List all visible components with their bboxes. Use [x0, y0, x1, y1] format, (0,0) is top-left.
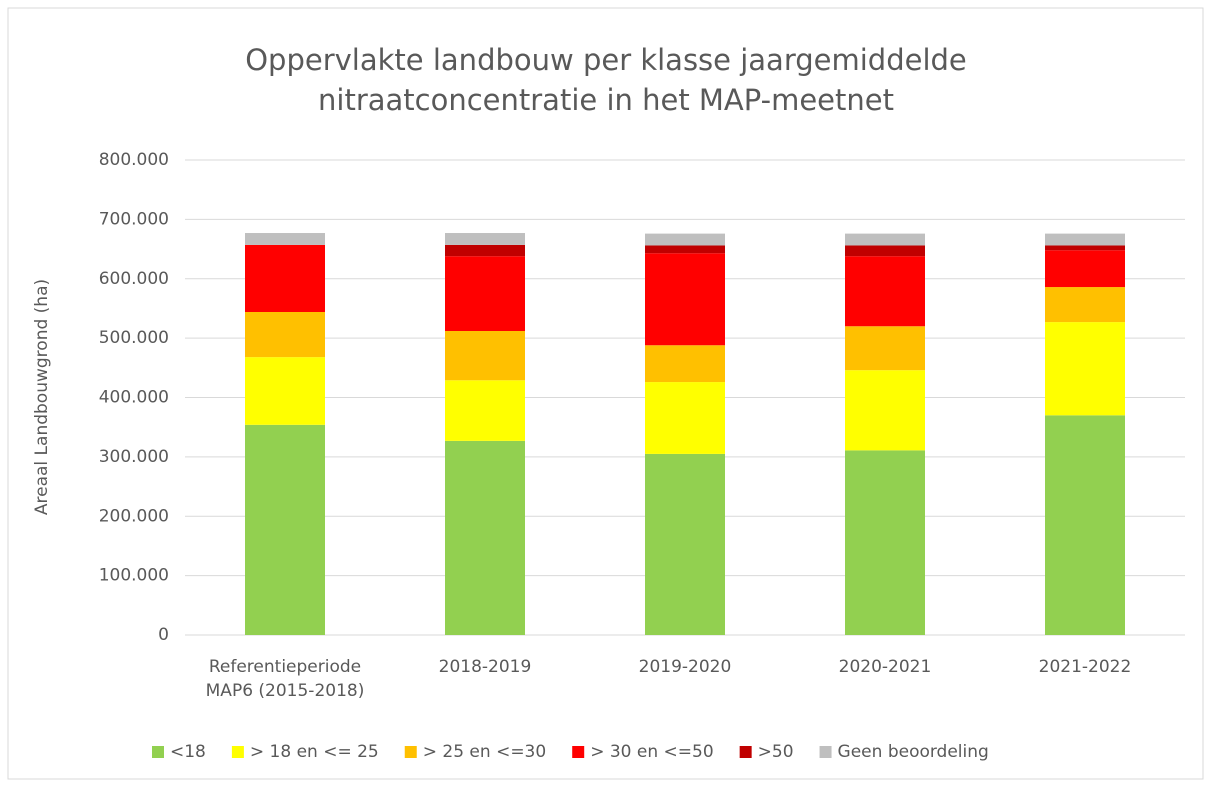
legend-swatch [231, 746, 244, 758]
bar-segment [245, 312, 325, 358]
y-tick-label: 700.000 [99, 209, 169, 229]
bar-segment [445, 380, 525, 441]
y-tick-label: 400.000 [99, 388, 169, 408]
bar-segment [245, 244, 325, 312]
bar-segment [1045, 322, 1125, 416]
bar-segment [645, 453, 725, 635]
chart-frame [7, 7, 1204, 780]
bar-segment [445, 331, 525, 381]
bar-segment [845, 256, 925, 327]
legend-label: > 30 en <=50 [590, 742, 713, 762]
y-tick-label: 200.000 [99, 506, 169, 526]
bar-segment [845, 370, 925, 451]
bar-segment [245, 424, 325, 635]
x-tick-label: 2020-2021 [839, 657, 932, 677]
bar-segment [445, 244, 525, 257]
bar-segment [1045, 287, 1125, 323]
legend-swatch [572, 746, 585, 758]
bar-segment [245, 357, 325, 425]
bar-segment [645, 345, 725, 383]
x-tick-label: 2018-2019 [439, 657, 532, 677]
bar-segment [845, 233, 925, 246]
bar-segment [645, 245, 725, 254]
legend-swatch [152, 746, 164, 758]
bar-segment [1045, 250, 1125, 288]
x-tick-label: 2019-2020 [639, 657, 732, 677]
bar-segment [845, 450, 925, 635]
bar-segment [1045, 233, 1125, 246]
y-tick-label: 100.000 [99, 566, 169, 586]
legend-swatch [739, 746, 752, 758]
y-tick-label: 500.000 [99, 328, 169, 348]
legend-label: <18 [170, 742, 206, 762]
bar-segment [845, 326, 925, 371]
bar-segment [445, 233, 525, 245]
bar-segment [645, 382, 725, 454]
bar-segment [245, 233, 325, 245]
x-tick-label: Referentieperiode MAP6 (2015-2018) [206, 657, 365, 701]
bar-segment [445, 440, 525, 635]
legend-label: > 18 en <= 25 [250, 742, 379, 762]
y-tick-label: 0 [158, 625, 169, 645]
chart-title: Oppervlakte landbouw per klasse jaargemi… [245, 43, 967, 117]
y-tick-label: 300.000 [99, 447, 169, 467]
legend-swatch [404, 746, 417, 758]
bar-segment [1045, 245, 1125, 251]
y-tick-label: 800.000 [99, 150, 169, 170]
legend-swatch [819, 746, 832, 758]
bar-segment [1045, 415, 1125, 635]
bar-segment [445, 256, 525, 331]
legend-label: >50 [758, 742, 794, 762]
y-axis-label: Areaal Landbouwgrond (ha) [32, 279, 52, 515]
bar-segment [645, 233, 725, 246]
legend-label: > 25 en <=30 [423, 742, 546, 762]
y-tick-label: 600.000 [99, 269, 169, 289]
bar-segment [645, 253, 725, 346]
bar-segment [845, 245, 925, 257]
x-tick-label: 2021-2022 [1039, 657, 1132, 677]
legend-label: Geen beoordeling [838, 742, 989, 762]
